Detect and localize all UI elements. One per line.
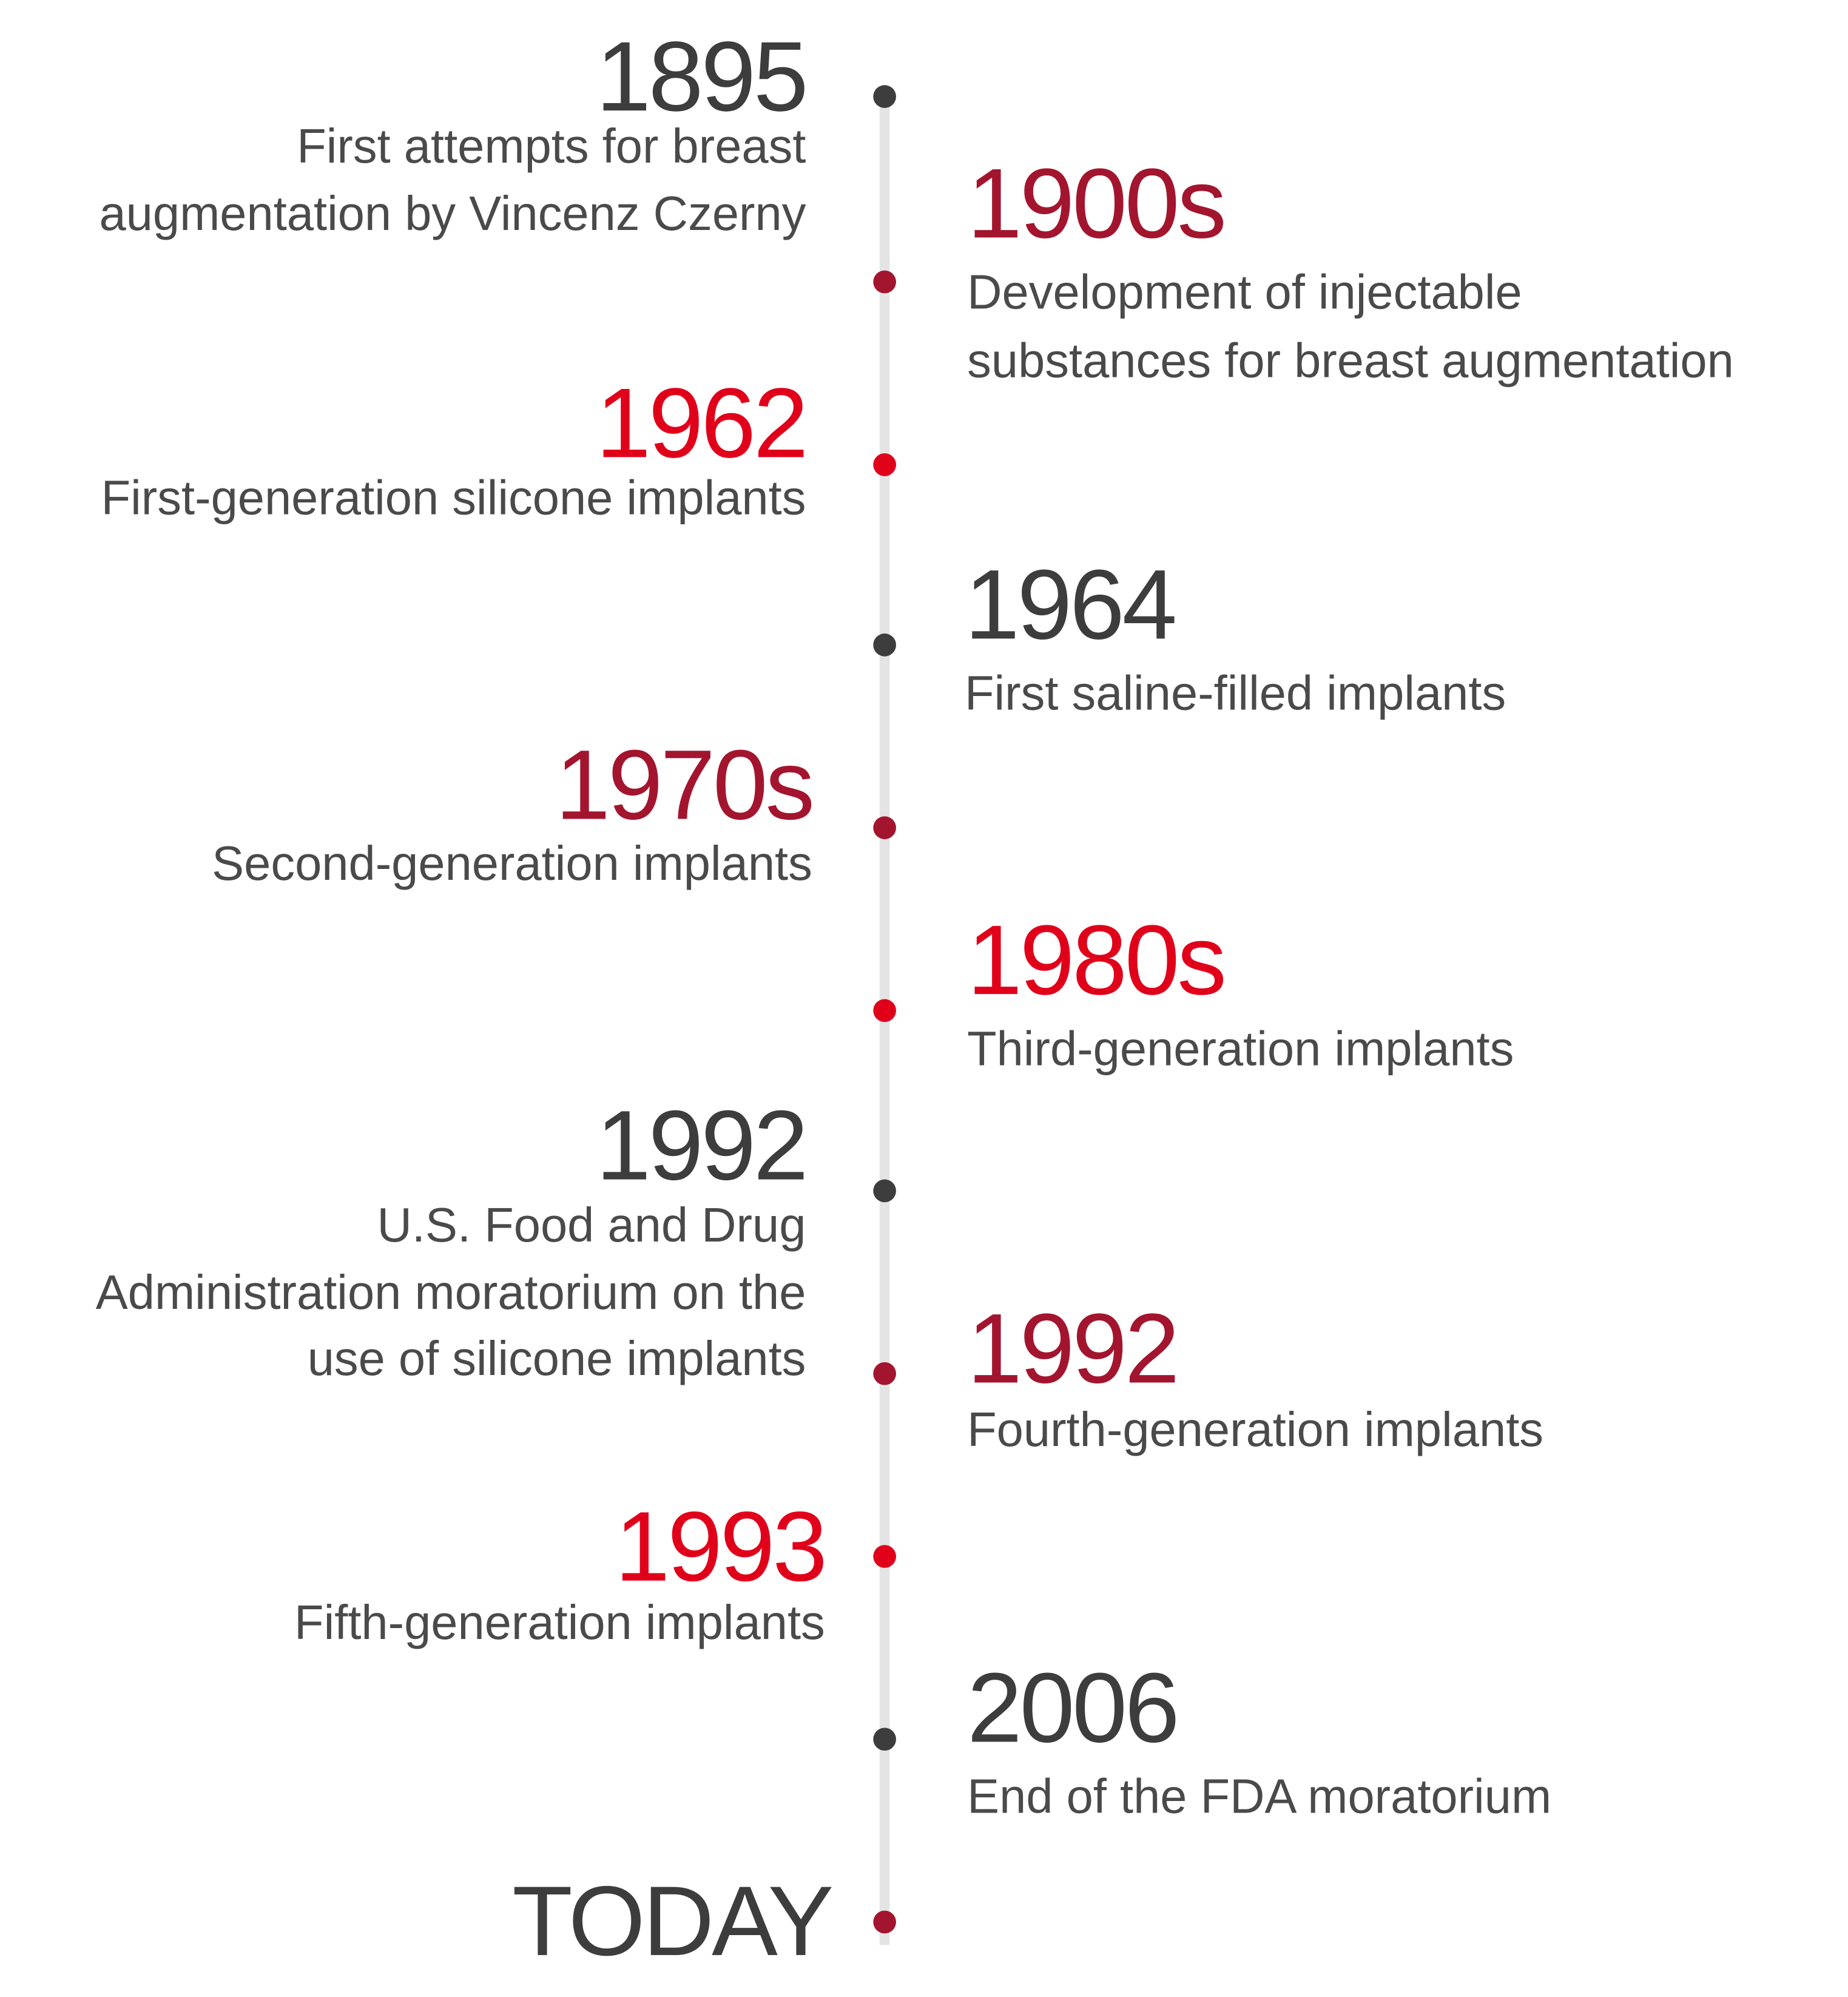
event-description: Fourth-generation implants bbox=[967, 1402, 1543, 1456]
event-year: 1970s bbox=[555, 729, 812, 840]
event-year: 1895 bbox=[596, 21, 806, 132]
event-description: U.S. Food and Drug bbox=[377, 1198, 806, 1252]
timeline-dot bbox=[873, 634, 896, 657]
timeline-dot bbox=[873, 85, 896, 108]
timeline-dot bbox=[873, 270, 896, 294]
event-description: First saline-filled implants bbox=[965, 666, 1506, 720]
timeline-dot bbox=[873, 1179, 896, 1203]
event-year: 1993 bbox=[615, 1491, 825, 1602]
timeline-dot bbox=[873, 1362, 896, 1385]
event-year: 1962 bbox=[596, 367, 806, 478]
event-description: Second-generation implants bbox=[212, 836, 812, 890]
event-description: substances for breast augmentation bbox=[967, 333, 1734, 387]
event-description: augmentation by Vincenz Czerny bbox=[99, 186, 806, 240]
event-description: Administration moratorium on the bbox=[96, 1265, 806, 1319]
event-year: 1992 bbox=[967, 1292, 1177, 1404]
event-year: 1964 bbox=[965, 549, 1175, 660]
timeline-dot bbox=[873, 1545, 896, 1568]
event-description: Fifth-generation implants bbox=[294, 1595, 825, 1649]
event-year: 1900s bbox=[967, 147, 1224, 258]
event-year: TODAY bbox=[512, 1865, 832, 1976]
event-description: End of the FDA moratorium bbox=[967, 1769, 1551, 1823]
timeline-dot bbox=[873, 1910, 896, 1934]
event-description: Third-generation implants bbox=[967, 1021, 1514, 1075]
event-year: 2006 bbox=[967, 1652, 1177, 1763]
event-year: 1980s bbox=[967, 904, 1224, 1015]
event-year: 1992 bbox=[596, 1090, 806, 1201]
timeline-dot bbox=[873, 816, 896, 839]
event-description: Development of injectable bbox=[967, 265, 1522, 319]
event-description: use of silicone implants bbox=[308, 1331, 806, 1385]
event-description: First-generation silicone implants bbox=[101, 470, 806, 524]
timeline-dot bbox=[873, 1728, 896, 1751]
timeline-dot bbox=[873, 453, 896, 476]
event-description: First attempts for breast bbox=[297, 119, 806, 173]
timeline-dot bbox=[873, 999, 896, 1022]
